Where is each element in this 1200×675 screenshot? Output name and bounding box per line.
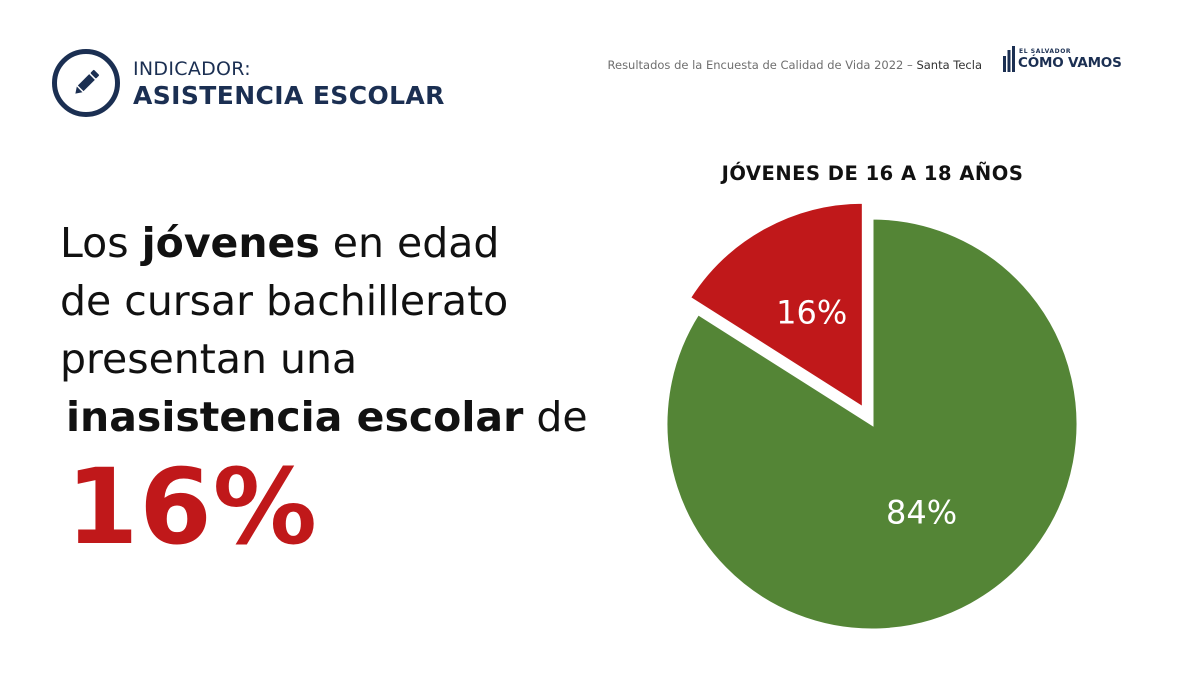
logo: EL SALVADOR CÓMO VAMOS <box>1003 46 1123 74</box>
source-text: Resultados de la Encuesta de Calidad de … <box>607 58 904 72</box>
statement-line-2: de cursar bachillerato <box>60 277 509 325</box>
statement-line-1-suffix: en edad <box>319 219 500 267</box>
logo-big-text: CÓMO VAMOS <box>1018 55 1122 71</box>
statement-line-4-bold: inasistencia escolar <box>66 393 524 441</box>
source-caption: Resultados de la Encuesta de Calidad de … <box>608 58 982 72</box>
indicator-label: INDICADOR: <box>133 58 251 80</box>
statement-line-1-bold: jóvenes <box>141 219 320 267</box>
statement-line-4: inasistencia escolar de <box>60 388 620 446</box>
indicator-icon-circle <box>52 49 120 117</box>
statement-line-1-prefix: Los <box>60 219 142 267</box>
logo-bars-icon <box>1003 46 1015 72</box>
pie-label-16: 16% <box>776 293 847 331</box>
pie-slice-84 <box>664 216 1080 632</box>
pencil-icon <box>75 69 100 94</box>
statement-line-4-suffix: de <box>523 393 588 441</box>
highlight-value: 16% <box>66 446 318 568</box>
pie-label-84: 84% <box>886 493 957 531</box>
statement-line-3: presentan una <box>60 335 358 383</box>
statement: Los jóvenes en edad de cursar bachillera… <box>60 214 620 446</box>
statement-line-1: Los jóvenes en edad <box>60 214 620 272</box>
source-place: Santa Tecla <box>916 58 982 72</box>
pie-slice-16 <box>687 200 865 411</box>
chart-title: JÓVENES DE 16 A 18 AÑOS <box>721 162 1024 185</box>
source-separator: – <box>903 58 917 72</box>
logo-small-text: EL SALVADOR <box>1019 48 1072 55</box>
pie-chart: 16% 84% <box>664 200 1080 632</box>
indicator-title: ASISTENCIA ESCOLAR <box>133 81 445 110</box>
